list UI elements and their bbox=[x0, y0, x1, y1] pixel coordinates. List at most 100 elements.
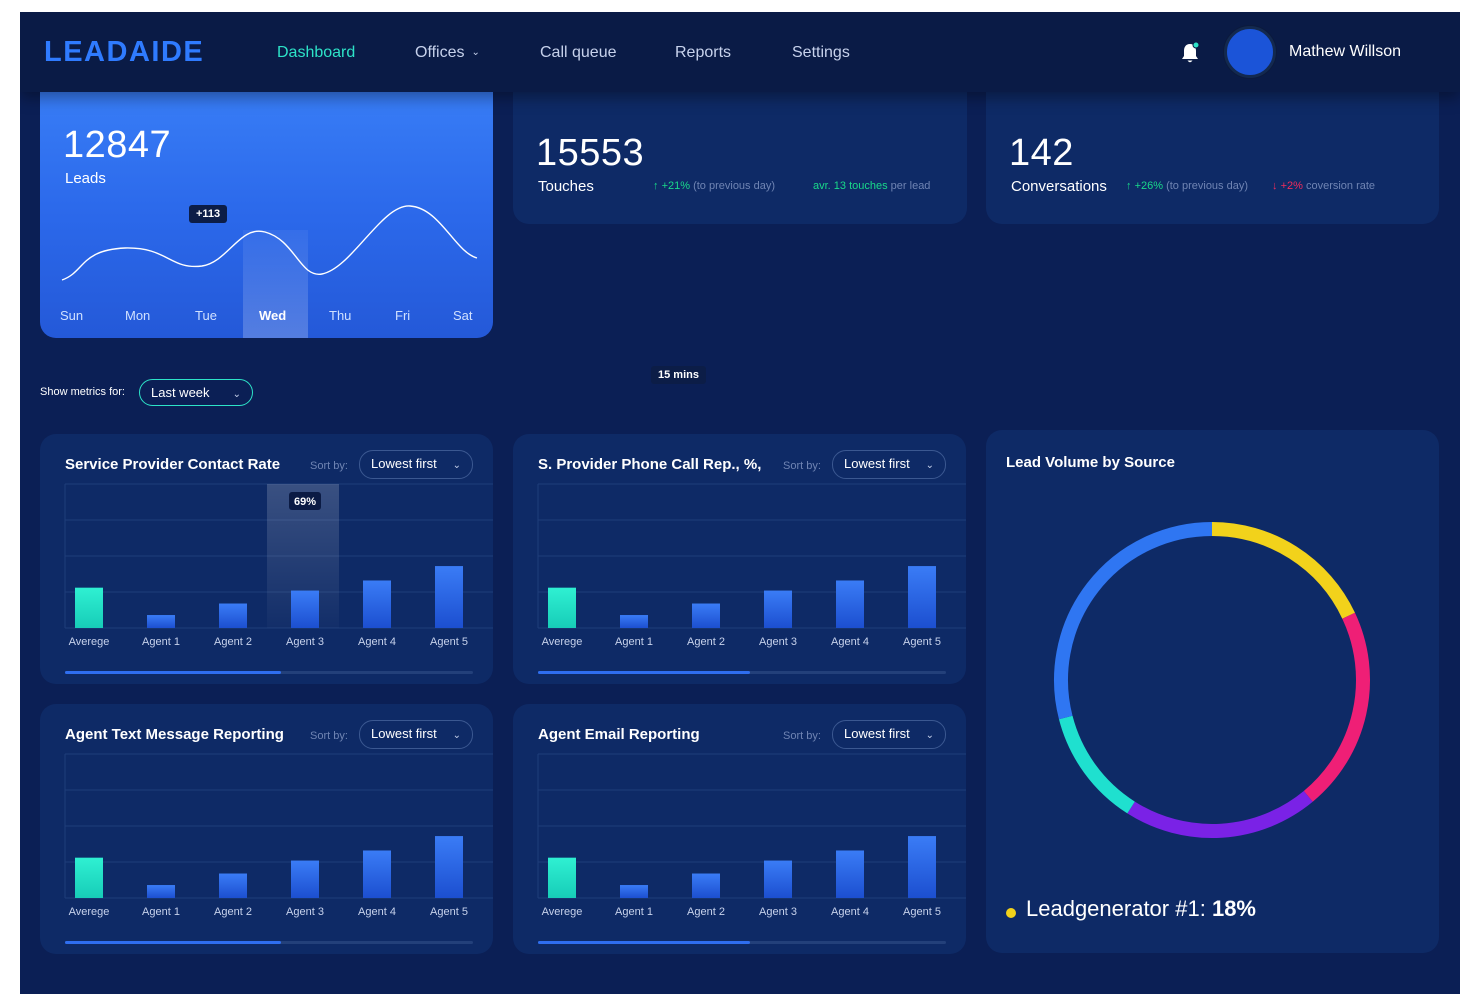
leads-stat-card[interactable]: 12847 Leads +113 Sun Mon Tue Wed Thu Fri… bbox=[40, 72, 493, 338]
sort-select-value: Lowest first bbox=[371, 456, 437, 471]
chart-scrollbar[interactable] bbox=[538, 941, 946, 944]
lead-volume-card: Lead Volume by Source Leadgenerator #1: … bbox=[986, 430, 1439, 953]
bar[interactable] bbox=[836, 850, 864, 898]
sort-select-value: Lowest first bbox=[844, 456, 910, 471]
filter-label: Show metrics for: bbox=[40, 386, 125, 398]
bar[interactable] bbox=[219, 603, 247, 628]
bar[interactable] bbox=[75, 587, 103, 628]
bar[interactable] bbox=[435, 566, 463, 628]
bar[interactable] bbox=[764, 590, 792, 628]
chart-title: Lead Volume by Source bbox=[1006, 454, 1175, 471]
conversations-change-note: (to previous day) bbox=[1166, 180, 1249, 192]
bar[interactable] bbox=[764, 860, 792, 898]
bar[interactable] bbox=[147, 615, 175, 628]
sort-select-value: Lowest first bbox=[844, 726, 910, 741]
bar[interactable] bbox=[363, 580, 391, 628]
sort-select[interactable]: Lowest first ⌄ bbox=[832, 720, 946, 749]
sort-select[interactable]: Lowest first ⌄ bbox=[359, 450, 473, 479]
bar[interactable] bbox=[620, 615, 648, 628]
conversations-change: ↑ +26% (to previous day) bbox=[1126, 180, 1248, 192]
day-sun[interactable]: Sun bbox=[60, 308, 84, 323]
nav-offices-label: Offices bbox=[415, 44, 465, 61]
touches-stat-card[interactable]: 15553 Touches ↑ +21% (to previous day) a… bbox=[513, 72, 967, 224]
x-tick-label: Agent 3 bbox=[286, 906, 324, 918]
chevron-down-icon: ⌄ bbox=[232, 389, 241, 400]
day-tue[interactable]: Tue bbox=[195, 308, 217, 323]
legend-value: 18% bbox=[1211, 896, 1256, 921]
legend-entry[interactable]: Leadgenerator #1: 18% bbox=[1026, 896, 1256, 922]
highlight-tooltip bbox=[289, 492, 321, 510]
legend-name: Leadgenerator #1: bbox=[1026, 896, 1206, 921]
day-mon[interactable]: Mon bbox=[125, 308, 151, 323]
chart-scrollbar-thumb[interactable] bbox=[538, 941, 750, 944]
chart-scrollbar-thumb[interactable] bbox=[538, 671, 750, 674]
active-day-highlight bbox=[243, 230, 308, 338]
bar[interactable] bbox=[219, 873, 247, 898]
nav-call-queue[interactable]: Call queue bbox=[540, 44, 617, 61]
chevron-down-icon: ⌄ bbox=[452, 730, 461, 741]
day-thu[interactable]: Thu bbox=[329, 308, 352, 323]
bar[interactable] bbox=[692, 873, 720, 898]
chart-scrollbar[interactable] bbox=[65, 941, 473, 944]
bar[interactable] bbox=[908, 566, 936, 628]
x-tick-label: Agent 3 bbox=[759, 906, 797, 918]
chart-card-contact-rate: Service Provider Contact Rate Sort by: L… bbox=[40, 434, 493, 684]
donut-slice[interactable] bbox=[1058, 715, 1135, 814]
highlight-value-label: 69% bbox=[294, 496, 316, 508]
nav-reports[interactable]: Reports bbox=[675, 44, 732, 61]
sort-select[interactable]: Lowest first ⌄ bbox=[832, 450, 946, 479]
bar[interactable] bbox=[548, 857, 576, 898]
avatar[interactable] bbox=[1224, 26, 1276, 78]
arrow-down-icon: ↓ bbox=[1272, 180, 1278, 192]
nav-settings[interactable]: Settings bbox=[792, 44, 850, 61]
donut-slice[interactable] bbox=[1054, 522, 1213, 720]
chart-scrollbar-thumb[interactable] bbox=[65, 941, 281, 944]
bar[interactable] bbox=[291, 860, 319, 898]
bell-icon[interactable] bbox=[1180, 41, 1200, 65]
user-name[interactable]: Mathew Willson bbox=[1289, 43, 1402, 60]
donut-slice[interactable] bbox=[1303, 612, 1370, 802]
day-wed[interactable]: Wed bbox=[259, 308, 287, 323]
bar[interactable] bbox=[620, 885, 648, 898]
bar[interactable] bbox=[908, 836, 936, 898]
bar[interactable] bbox=[363, 850, 391, 898]
bar[interactable] bbox=[147, 885, 175, 898]
bar-chart: Averege Agent 1 Agent 2 Agent 3 Agent 4 Agent… bbox=[537, 753, 966, 918]
bar-chart: Averege Agent 1 Agent 2 Agent 3 Agent 4 Agent… bbox=[64, 753, 493, 918]
conversion-rate-value: +2% bbox=[1280, 180, 1303, 192]
bar[interactable] bbox=[75, 857, 103, 898]
touches-average: avr. 13 touches per lead bbox=[813, 180, 930, 192]
day-fri[interactable]: Fri bbox=[395, 308, 411, 323]
donut-slice[interactable] bbox=[1211, 522, 1355, 619]
donut-chart bbox=[1054, 522, 1370, 838]
conversations-value: 142 bbox=[1009, 132, 1074, 174]
logo[interactable]: LEADAIDE bbox=[44, 36, 205, 68]
conversion-rate-note: coversion rate bbox=[1305, 180, 1376, 192]
chevron-down-icon: ⌄ bbox=[452, 460, 461, 471]
x-tick-label: Agent 4 bbox=[358, 636, 396, 648]
donut-slice[interactable] bbox=[1127, 790, 1313, 838]
day-sat[interactable]: Sat bbox=[453, 308, 473, 323]
chart-scrollbar[interactable] bbox=[65, 671, 473, 674]
bar[interactable] bbox=[692, 603, 720, 628]
x-tick-label: Agent 5 bbox=[903, 636, 941, 648]
conversations-stat-card[interactable]: 142 Conversations ↑ +26% (to previous da… bbox=[986, 72, 1439, 224]
nav-dashboard[interactable]: Dashboard bbox=[277, 44, 356, 61]
floating-tooltip: 15 mins bbox=[651, 366, 706, 384]
x-tick-label: Agent 2 bbox=[214, 906, 252, 918]
chart-scrollbar[interactable] bbox=[538, 671, 946, 674]
bar[interactable] bbox=[435, 836, 463, 898]
bar[interactable] bbox=[836, 580, 864, 628]
x-tick-label: Agent 5 bbox=[430, 636, 468, 648]
chart-title: Agent Text Message Reporting bbox=[65, 726, 284, 743]
chart-scrollbar-thumb[interactable] bbox=[65, 671, 281, 674]
touches-average-value: avr. 13 touches bbox=[813, 180, 888, 192]
period-select[interactable]: Last week ⌄ bbox=[139, 379, 253, 406]
sort-select[interactable]: Lowest first ⌄ bbox=[359, 720, 473, 749]
nav-offices[interactable]: Offices ⌄ bbox=[415, 44, 480, 62]
x-tick-label: Averege bbox=[542, 636, 583, 648]
bar[interactable] bbox=[291, 590, 319, 628]
x-tick-label: Averege bbox=[542, 906, 583, 918]
x-tick-label: Agent 2 bbox=[687, 906, 725, 918]
bar[interactable] bbox=[548, 587, 576, 628]
